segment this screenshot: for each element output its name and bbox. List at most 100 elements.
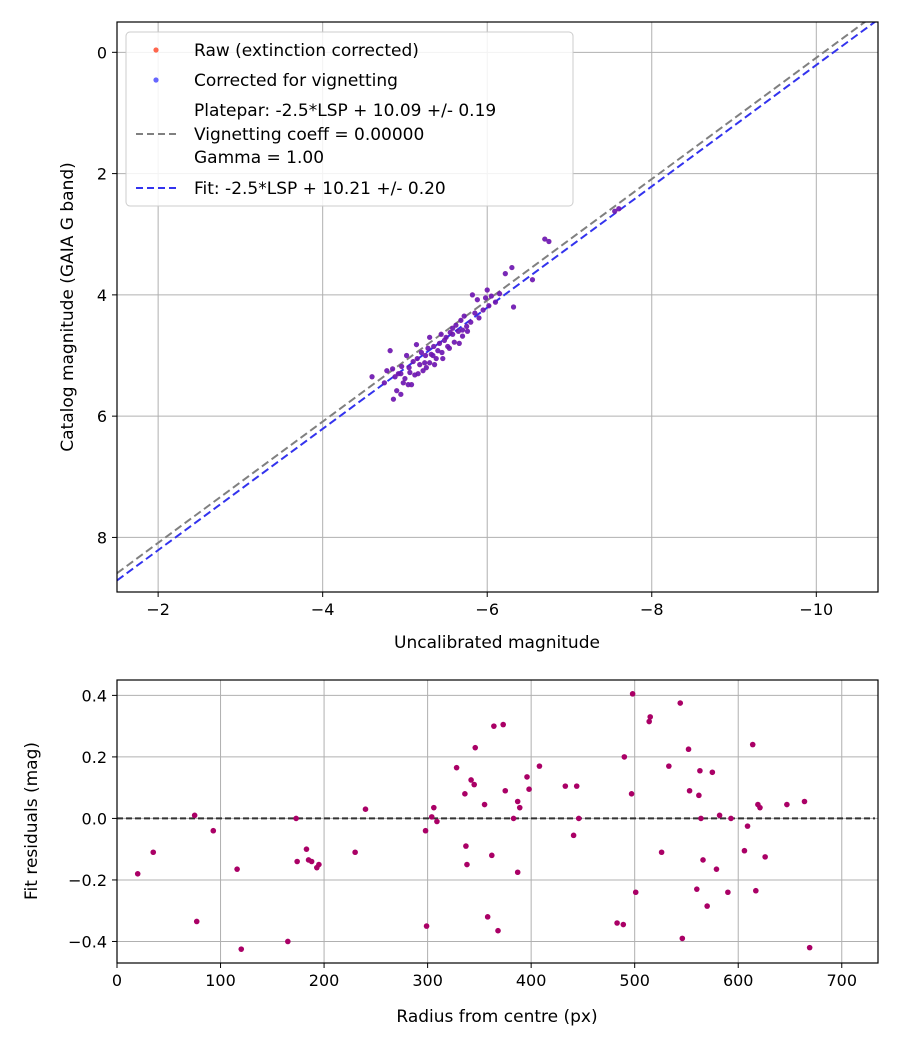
corrected-point — [453, 322, 459, 328]
residual-point — [294, 858, 300, 865]
residual-point — [697, 767, 703, 774]
residual-point — [646, 718, 652, 725]
corrected-point — [431, 362, 438, 368]
corrected-point — [423, 365, 429, 371]
residual-point — [293, 815, 299, 822]
residual-point — [428, 814, 435, 820]
corrected-point — [390, 366, 396, 372]
residual-point — [696, 792, 702, 799]
calibration-y-tick-label: 4 — [97, 286, 107, 305]
calibration-y-axis-label: Catalog magnitude (GAIA G band) — [58, 162, 78, 452]
corrected-point — [455, 328, 462, 334]
residual-point — [632, 889, 639, 896]
calibration-x-tick-label: −10 — [799, 600, 833, 619]
corrected-point — [407, 369, 413, 376]
corrected-point — [406, 365, 412, 371]
residual-point — [647, 714, 654, 720]
corrected-point — [392, 374, 398, 380]
residual-point — [514, 869, 521, 876]
residual-point — [536, 763, 543, 769]
residual-point — [709, 769, 716, 776]
corrected-point — [464, 323, 470, 330]
corrected-point — [446, 345, 452, 351]
residual-point — [303, 846, 310, 852]
residual-point — [134, 870, 141, 877]
residuals-y-tick-label: −0.2 — [68, 871, 107, 890]
corrected-point — [459, 333, 466, 339]
residual-point — [352, 849, 358, 856]
residual-point — [472, 744, 479, 751]
residuals-x-axis-label: Radius from centre (px) — [396, 1007, 597, 1027]
corrected-point — [381, 380, 387, 386]
residual-point — [471, 781, 478, 788]
residual-point — [753, 887, 759, 894]
residuals-y-tick-label: 0.4 — [82, 686, 107, 705]
residual-point — [784, 801, 790, 808]
residual-point — [725, 889, 731, 896]
residual-point — [462, 791, 468, 797]
residual-point — [801, 798, 808, 805]
calibration-x-tick-label: −6 — [475, 600, 499, 619]
residual-point — [573, 783, 580, 789]
corrected-point — [417, 362, 423, 368]
residual-point — [658, 849, 665, 856]
corrected-point — [469, 292, 476, 298]
residuals-plot: 0 100 200 300 400 500 600 7000.40.20.0−0.2−0.4 … — [22, 679, 879, 1027]
residual-point — [575, 815, 582, 822]
residual-point — [489, 852, 495, 859]
corrected-point — [468, 319, 474, 325]
residual-point — [757, 804, 763, 811]
legend-box — [125, 31, 574, 207]
residual-point — [210, 827, 217, 834]
legend: Raw (extinction corrected) Corrected for… — [125, 31, 574, 207]
corrected-point — [387, 348, 393, 354]
corrected-point — [414, 355, 420, 362]
residuals-y-axis-label: Fit residuals (mag) — [22, 742, 42, 900]
corrected-point — [482, 295, 489, 301]
residual-point — [713, 866, 720, 872]
residuals-y-tick-label: −0.4 — [68, 932, 107, 951]
legend-fit-label: Fit: -2.5*LSP + 10.21 +/- 0.20 — [194, 179, 446, 199]
residual-point — [434, 818, 440, 825]
residual-point — [362, 806, 369, 812]
residual-point — [570, 832, 577, 839]
residual-point — [481, 801, 488, 808]
corrected-point — [435, 348, 441, 354]
corrected-point — [510, 304, 517, 310]
calibration-x-tick-label: −2 — [146, 600, 170, 619]
residuals-x-tick-label: 100 — [205, 971, 236, 990]
residual-point — [516, 804, 523, 811]
corrected-point — [488, 293, 494, 299]
residual-point — [620, 921, 627, 928]
corrected-point — [420, 368, 426, 374]
residual-point — [666, 763, 672, 769]
calibration-y-tick-label: 0 — [97, 43, 107, 62]
corrected-point — [390, 396, 397, 402]
corrected-point — [529, 277, 536, 283]
corrected-point — [509, 264, 515, 271]
corrected-point — [422, 360, 428, 366]
corrected-point — [472, 310, 478, 316]
residual-point — [468, 777, 474, 783]
legend-vignetting-label: Vignetting coeff = 0.00000 — [194, 125, 424, 145]
corrected-point — [427, 334, 433, 340]
calibration-x-tick-label: −8 — [640, 600, 664, 619]
residual-point — [308, 858, 315, 865]
residual-point — [704, 903, 710, 909]
residual-point — [686, 787, 693, 794]
calibration-y-tick-label: 2 — [97, 165, 107, 184]
corrected-point — [384, 368, 390, 374]
corrected-point — [542, 236, 548, 242]
residual-point — [495, 927, 501, 934]
corrected-point — [418, 349, 424, 356]
corrected-point — [461, 313, 467, 319]
corrected-point — [410, 358, 416, 365]
corrected-point — [440, 355, 446, 362]
corrected-point — [459, 327, 466, 333]
residuals-ticks: 0 100 200 300 400 500 600 700 0.4 0.2 0.0 −0.2 −0.4 — [68, 686, 857, 990]
residual-point — [728, 815, 734, 822]
residuals-x-tick-label: 500 — [619, 971, 650, 990]
residual-point — [193, 918, 200, 925]
